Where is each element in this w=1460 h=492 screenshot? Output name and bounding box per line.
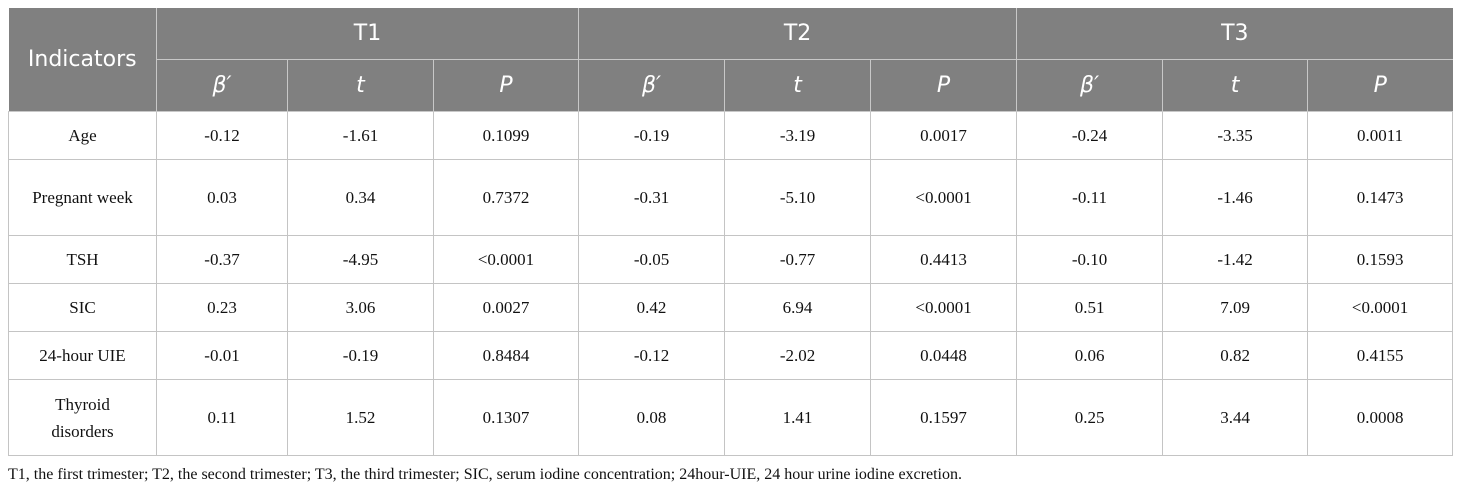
value-cell: 0.1473 xyxy=(1307,159,1454,236)
indicator-label: Pregnant week xyxy=(32,188,133,207)
group-header-t2: T2 xyxy=(578,8,1018,60)
value-cell: -2.02 xyxy=(724,331,872,380)
indicators-header: Indicators xyxy=(8,8,157,112)
indicator-label: SIC xyxy=(69,298,96,317)
value-cell: 0.0027 xyxy=(433,283,580,332)
value-cell: 0.1099 xyxy=(433,111,580,160)
value-cell: 3.06 xyxy=(287,283,434,332)
value-cell: -0.12 xyxy=(156,111,288,160)
value-cell: 0.8484 xyxy=(433,331,580,380)
value-cell: 0.0011 xyxy=(1307,111,1454,160)
indicator-cell: TSH xyxy=(8,235,157,284)
table-body: Age -0.12 -1.61 0.1099 -0.19 -3.19 0.001… xyxy=(8,111,1454,456)
value-cell: 0.4155 xyxy=(1307,331,1454,380)
value-cell: -0.31 xyxy=(578,159,726,236)
value-cell: 6.94 xyxy=(724,283,872,332)
value-cell: -0.24 xyxy=(1016,111,1164,160)
value-cell: 0.06 xyxy=(1016,331,1164,380)
regression-table-container: Indicators T1 T2 T3 β′ t P β′ t P β′ t P… xyxy=(8,8,1454,456)
value-cell: 0.1597 xyxy=(870,379,1018,456)
indicator-label: Thyroid disorders xyxy=(51,394,114,441)
indicator-cell: Pregnant week xyxy=(8,159,157,236)
table-row: TSH -0.37 -4.95 <0.0001 -0.05 -0.77 0.44… xyxy=(8,235,1454,284)
value-cell: 3.44 xyxy=(1162,379,1309,456)
table-row: 24-hour UIE -0.01 -0.19 0.8484 -0.12 -2.… xyxy=(8,331,1454,380)
value-cell: <0.0001 xyxy=(870,283,1018,332)
value-cell: 7.09 xyxy=(1162,283,1309,332)
indicator-cell: 24-hour UIE xyxy=(8,331,157,380)
table-footnote: T1, the first trimester; T2, the second … xyxy=(8,466,962,483)
value-cell: -1.61 xyxy=(287,111,434,160)
value-cell: 0.1593 xyxy=(1307,235,1454,284)
value-cell: 0.0008 xyxy=(1307,379,1454,456)
value-cell: 0.23 xyxy=(156,283,288,332)
value-cell: 0.82 xyxy=(1162,331,1309,380)
header-sub-row: β′ t P β′ t P β′ t P xyxy=(9,59,1453,112)
value-cell: -0.37 xyxy=(156,235,288,284)
regression-table: Indicators T1 T2 T3 β′ t P β′ t P β′ t P… xyxy=(8,8,1454,456)
table-row: Pregnant week 0.03 0.34 0.7372 -0.31 -5.… xyxy=(8,159,1454,236)
value-cell: -0.10 xyxy=(1016,235,1164,284)
value-cell: -0.05 xyxy=(578,235,726,284)
value-cell: 0.1307 xyxy=(433,379,580,456)
value-cell: -3.19 xyxy=(724,111,872,160)
indicator-cell: SIC xyxy=(8,283,157,332)
subheader-t: t xyxy=(724,59,872,112)
value-cell: -1.42 xyxy=(1162,235,1309,284)
value-cell: -0.77 xyxy=(724,235,872,284)
value-cell: -5.10 xyxy=(724,159,872,236)
value-cell: <0.0001 xyxy=(1307,283,1454,332)
header-group-row: Indicators T1 T2 T3 xyxy=(8,8,1453,112)
table-row: Age -0.12 -1.61 0.1099 -0.19 -3.19 0.001… xyxy=(8,111,1454,160)
value-cell: -0.12 xyxy=(578,331,726,380)
value-cell: 0.0017 xyxy=(870,111,1018,160)
group-header-t1: T1 xyxy=(156,8,580,60)
subheader-beta: β′ xyxy=(578,59,726,112)
value-cell: 0.0448 xyxy=(870,331,1018,380)
indicator-cell: Thyroid disorders xyxy=(8,379,157,456)
indicator-label: TSH xyxy=(66,250,99,269)
subheader-beta: β′ xyxy=(1016,59,1164,112)
value-cell: -4.95 xyxy=(287,235,434,284)
indicator-label: Age xyxy=(68,126,97,145)
value-cell: <0.0001 xyxy=(870,159,1018,236)
subheader-t: t xyxy=(287,59,434,112)
value-cell: 0.11 xyxy=(156,379,288,456)
indicator-cell: Age xyxy=(8,111,157,160)
subheader-p: P xyxy=(1307,59,1453,112)
value-cell: -1.46 xyxy=(1162,159,1309,236)
value-cell: 0.7372 xyxy=(433,159,580,236)
value-cell: 0.25 xyxy=(1016,379,1164,456)
subheader-p: P xyxy=(433,59,580,112)
value-cell: 0.34 xyxy=(287,159,434,236)
value-cell: -0.19 xyxy=(287,331,434,380)
value-cell: 0.4413 xyxy=(870,235,1018,284)
table-header: Indicators T1 T2 T3 β′ t P β′ t P β′ t P xyxy=(8,8,1453,112)
value-cell: 0.08 xyxy=(578,379,726,456)
value-cell: 0.03 xyxy=(156,159,288,236)
value-cell: 0.51 xyxy=(1016,283,1164,332)
indicator-label: 24-hour UIE xyxy=(39,346,126,365)
value-cell: -0.19 xyxy=(578,111,726,160)
subheader-t: t xyxy=(1162,59,1309,112)
value-cell: -3.35 xyxy=(1162,111,1309,160)
table-row: Thyroid disorders 0.11 1.52 0.1307 0.08 … xyxy=(8,379,1454,456)
subheader-beta: β′ xyxy=(156,59,288,112)
value-cell: -0.11 xyxy=(1016,159,1164,236)
value-cell: -0.01 xyxy=(156,331,288,380)
group-header-t3: T3 xyxy=(1016,8,1453,60)
value-cell: <0.0001 xyxy=(433,235,580,284)
subheader-p: P xyxy=(870,59,1018,112)
value-cell: 0.42 xyxy=(578,283,726,332)
value-cell: 1.52 xyxy=(287,379,434,456)
value-cell: 1.41 xyxy=(724,379,872,456)
table-row: SIC 0.23 3.06 0.0027 0.42 6.94 <0.0001 0… xyxy=(8,283,1454,332)
